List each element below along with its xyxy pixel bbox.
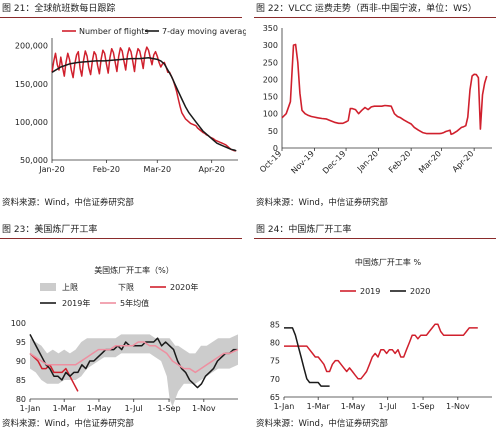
panel-us-refinery: 图 23：美国炼厂开工率 80 85 90 95 100 1-Jan 1-Mar 1-May 1… — [0, 221, 246, 442]
y-tick-label: 250 — [263, 58, 278, 67]
y-tick-label: 50 — [268, 127, 278, 136]
chart-title: 中国炼厂开工率 % — [355, 257, 422, 267]
y-tick-label: 75 — [270, 357, 280, 366]
range-band — [30, 334, 238, 407]
figure-caption: 图 23：美国炼厂开工率 — [2, 225, 98, 235]
source-note: 资料来源：Wind，中信证券研究部 — [2, 198, 134, 208]
figure-caption: 图 22：VLCC 运费走势（西非-中国宁波，单位：WS） — [256, 4, 477, 14]
source-note: 资料来源：Wind，中信证券研究部 — [2, 419, 134, 429]
y-tick-label: 70 — [270, 375, 280, 384]
chart-title: 美国炼厂开工率（%） — [94, 265, 174, 275]
series-line — [51, 57, 237, 152]
legend-label: 2019年 — [62, 298, 90, 308]
x-tick-label: 1-May — [341, 402, 366, 411]
x-tick-label: Oct-19 — [258, 149, 283, 174]
legend-label: 上限 — [62, 283, 78, 292]
legend-label: 下限 — [118, 283, 134, 292]
y-tick-label: 200 — [263, 75, 278, 84]
x-tick-label: Mar-20 — [417, 149, 443, 175]
x-tick-label: 1-Mar — [307, 402, 331, 411]
y-tick-label: 90 — [16, 357, 26, 366]
x-tick-label: 1-May — [87, 404, 112, 413]
y-tick-label: 95 — [16, 338, 26, 347]
panel-china-refinery: 图 24：中国炼厂开工率 65 70 75 80 85 1-Jan 1-Mar 1-May 1-… — [254, 221, 500, 442]
y-tick-label: 0 — [273, 144, 278, 153]
y-tick-label: 100,000 — [15, 118, 48, 127]
x-tick-label: Feb-20 — [387, 149, 413, 175]
figure-caption: 图 24：中国炼厂开工率 — [256, 225, 352, 235]
caption-rule — [254, 238, 496, 239]
y-tick-label: 80 — [16, 395, 26, 404]
series-line — [284, 323, 478, 380]
y-tick-label: 85 — [16, 376, 26, 385]
x-tick-label: Jan-20 — [38, 165, 64, 174]
y-tick-label: 350 — [263, 24, 278, 33]
series-line — [281, 43, 488, 136]
x-tick-label: 1-Jan — [20, 404, 41, 413]
x-tick-label: Apr-20 — [451, 149, 476, 174]
vlcc-chart: 0 50 100 150 200 250 300 350 Oct-19 Nov-19 Dec-19 J… — [258, 24, 492, 176]
figure-caption: 图 21：全球航班数每日跟踪 — [2, 4, 116, 14]
x-tick-label: 1-Jul — [125, 404, 143, 413]
panel-flights: 图 21：全球航班数每日跟踪 50,000 100,000 150,000 200,0… — [0, 0, 246, 221]
us-refinery-chart: 80 85 90 95 100 1-Jan 1-Mar 1-May 1-Jul 1-Sep 1-No… — [11, 265, 239, 413]
legend-label: 2019 — [360, 287, 380, 296]
y-tick-label: 65 — [270, 393, 280, 402]
x-tick-label: 1-Jul — [379, 402, 397, 411]
x-tick-label: Apr-20 — [198, 165, 224, 174]
flights-chart: 50,000 100,000 150,000 200,000 Jan-20 Feb-20 M… — [15, 27, 246, 174]
series-line — [284, 327, 330, 387]
source-note: 资料来源：Wind，中信证券研究部 — [256, 419, 388, 429]
legend-label: 5年均值 — [120, 298, 149, 308]
x-tick-label: Mar-20 — [143, 165, 171, 174]
x-tick-label: 1-Sep — [412, 402, 435, 411]
legend-label: 2020 — [410, 287, 430, 296]
legend-label: Number of flights — [79, 27, 149, 36]
y-tick-label: 150 — [263, 93, 278, 102]
x-tick-label: Nov-19 — [289, 149, 315, 175]
y-tick-label: 300 — [263, 41, 278, 50]
x-tick-label: 1-Nov — [446, 402, 470, 411]
caption-rule — [254, 17, 496, 18]
y-tick-label: 50,000 — [20, 156, 48, 165]
caption-rule — [0, 17, 242, 18]
legend-swatch — [40, 283, 56, 291]
y-tick-label: 85 — [270, 320, 280, 329]
x-tick-label: Dec-19 — [321, 149, 348, 176]
source-note: 资料来源：Wind，中信证券研究部 — [256, 198, 388, 208]
y-tick-label: 150,000 — [15, 80, 48, 89]
x-tick-label: 1-Nov — [192, 404, 216, 413]
x-tick-label: 1-Mar — [53, 404, 77, 413]
legend-label: 7-day moving average — [162, 27, 246, 36]
legend-label: 2020年 — [170, 282, 198, 292]
x-tick-label: Jan-20 — [355, 149, 380, 174]
china-refinery-chart: 65 70 75 80 85 1-Jan 1-Mar 1-May 1-Jul 1-Sep 1-Nov… — [270, 257, 492, 411]
y-tick-label: 100 — [263, 110, 278, 119]
panel-vlcc: 图 22：VLCC 运费走势（西非-中国宁波，单位：WS） 0 50 100 150 2… — [254, 0, 500, 221]
series-line — [29, 341, 239, 374]
y-tick-label: 200,000 — [15, 42, 48, 51]
y-tick-label: 80 — [270, 338, 280, 347]
x-tick-label: 1-Jan — [274, 402, 295, 411]
caption-rule — [0, 238, 242, 239]
x-tick-label: 1-Sep — [158, 404, 181, 413]
y-tick-label: 100 — [11, 319, 26, 328]
x-tick-label: Feb-20 — [93, 165, 120, 174]
